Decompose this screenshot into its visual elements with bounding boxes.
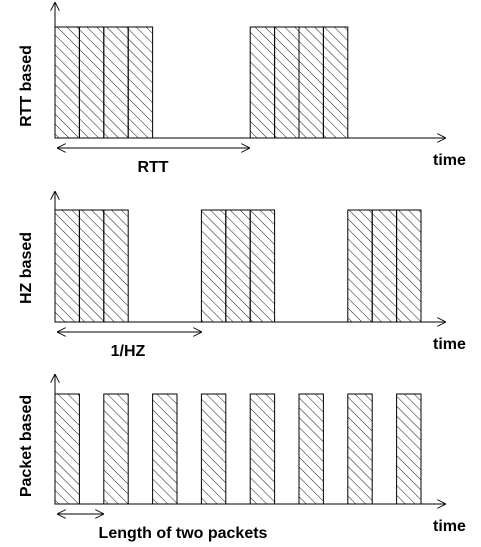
packet-bar [78, 26, 105, 139]
interval-label: Length of two packets [99, 525, 268, 542]
packet-bar [225, 209, 251, 323]
packet-bar [200, 393, 227, 505]
packet-bar [371, 209, 398, 323]
packet-bar [127, 26, 154, 139]
panel-packet: Length of two packets time Packet based [18, 374, 466, 542]
panel-rtt: RTT time RTT based [18, 2, 466, 176]
y-axis-label: Packet based [18, 395, 35, 497]
packet-bar [274, 26, 300, 139]
packet-bar [54, 209, 80, 323]
packet-bar [54, 393, 80, 505]
packet-bar [249, 209, 276, 323]
packet-bar [78, 209, 105, 323]
packet-bar [103, 393, 129, 505]
y-axis-label: HZ based [18, 232, 35, 304]
packet-bar [200, 209, 227, 323]
packet-bar [298, 393, 324, 505]
packet-bars [54, 209, 422, 323]
packet-bar [54, 26, 80, 139]
packet-bar [249, 26, 276, 139]
packet-bar [152, 393, 178, 505]
time-label: time [433, 518, 466, 535]
time-label: time [433, 152, 466, 169]
packet-bar [347, 393, 373, 505]
packet-bar [298, 26, 324, 139]
packet-bar [396, 393, 422, 505]
interval-label: 1/HZ [111, 343, 146, 360]
packet-bar [347, 209, 373, 323]
interval-label: RTT [137, 159, 168, 176]
packet-bar [103, 26, 129, 139]
packet-bar [249, 393, 276, 505]
packet-bars [54, 26, 349, 139]
packet-bar [396, 209, 422, 323]
panel-hz: 1/HZ time HZ based [18, 191, 466, 360]
y-axis-label: RTT based [18, 45, 35, 127]
packet-bars [54, 393, 422, 505]
time-label: time [433, 336, 466, 353]
packet-bar [322, 26, 349, 139]
packet-bar [103, 209, 129, 323]
